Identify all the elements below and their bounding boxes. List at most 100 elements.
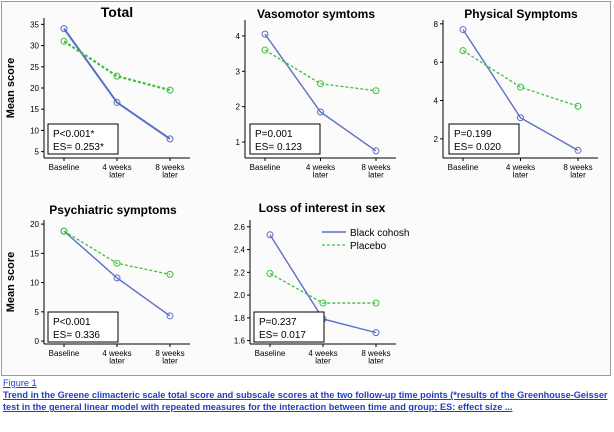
stats-box [249,123,321,155]
y-tick-label: 2.4 [234,246,246,255]
chart-panel-1: Total 5 10 15 20 25 30 35 Baseline 4 weeks later 8 … [5,4,190,180]
effect-size: ES= 0.253* [53,142,104,153]
chart-title: Psychiatric symptoms [49,203,177,217]
y-tick-label: 2.6 [234,223,246,232]
data-point-placebo [60,37,68,45]
y-tick-label: 2.0 [234,291,246,300]
y-tick-label: 15 [30,249,39,258]
p-value: P=0.001 [255,129,293,140]
data-point-black-cohosh [517,114,524,122]
y-tick-label: 2 [236,103,241,112]
chart-panel-3: Physical Symptoms 2 4 6 8 Baseline 4 weeks late… [434,7,598,180]
y-tick-label: 4 [236,32,241,41]
effect-size: ES= 0.336 [53,330,100,341]
series-line-black-cohosh [462,29,579,151]
data-point-placebo [372,87,380,95]
effect-size: ES= 0.017 [259,330,306,341]
legend-label-placebo: Placebo [350,241,387,252]
data-point-black-cohosh [372,147,380,155]
data-point-placebo [459,47,467,55]
data-point-placebo [574,102,582,110]
stats-box [448,123,520,155]
data-point-black-cohosh [317,108,324,116]
x-tick-label: 4 weeks later [306,163,335,180]
data-point-placebo [372,299,380,307]
data-point-placebo [319,299,327,307]
data-point-black-cohosh [261,30,269,38]
x-tick-label: 8 weeks later [361,349,390,366]
x-tick-label: 8 weeks later [361,163,390,180]
series-line-black-cohosh [63,230,171,317]
x-tick-label: 8 weeks later [155,349,184,366]
data-point-black-cohosh [60,25,68,33]
y-tick-label: 1.6 [234,337,246,346]
y-tick-label: 6 [434,58,439,67]
y-tick-label: 15 [30,105,39,114]
data-point-black-cohosh [459,26,467,34]
stats-box [47,123,119,155]
y-tick-label: 2 [434,135,439,144]
p-value: P<0.001 [53,317,91,328]
data-point-placebo [517,83,524,91]
x-tick-label: Baseline [250,163,281,172]
effect-size: ES= 0.123 [255,142,302,153]
y-tick-label: 20 [30,84,39,93]
legend: Black cohosh Placebo [322,228,409,252]
stats-box [253,311,325,343]
y-tick-label: 1 [236,138,241,147]
series-line-black-cohosh [264,33,377,152]
chart-panel-5: Loss of interest in sex 1.6 1.8 2.0 2.2 2.4 2.… [234,201,396,366]
figure-label[interactable]: Figure 1 [3,378,37,388]
series-line-placebo [264,49,377,92]
y-tick-label: 3 [236,67,241,76]
y-tick-label: 0 [35,337,40,346]
chart-title: Physical Symptoms [464,7,578,21]
effect-size: ES= 0.020 [454,142,501,153]
y-tick-label: 25 [30,63,39,72]
data-point-placebo [166,86,174,94]
y-tick-label: 5 [35,148,40,157]
data-point-black-cohosh [574,146,582,154]
y-tick-label: 30 [30,42,39,51]
data-point-placebo [317,80,324,88]
chart-panel-2: Vasomotor symtoms 1 2 3 4 Baseline 4 weeks late… [236,7,396,180]
p-value: P=0.237 [259,317,297,328]
y-tick-label: 5 [35,308,40,317]
data-point-black-cohosh [266,231,274,239]
data-point-placebo [113,72,121,80]
y-tick-label: 2.2 [234,268,246,277]
stats-box [47,311,119,343]
p-value: P=0.199 [454,129,492,140]
y-tick-label: 4 [434,97,439,106]
y-tick-label: 35 [30,20,39,29]
data-point-black-cohosh [113,274,121,282]
x-tick-label: Baseline [448,163,479,172]
data-point-placebo [113,259,121,267]
x-tick-label: 8 weeks later [155,163,184,180]
x-tick-label: 4 weeks later [102,163,131,180]
p-value: P<0.001* [53,129,95,140]
chart-title: Total [101,4,133,20]
data-point-black-cohosh [166,135,174,143]
data-point-black-cohosh [166,312,174,320]
x-tick-label: Baseline [49,163,80,172]
data-point-placebo [266,269,274,277]
series-line-placebo [269,272,376,304]
legend-label-black-cohosh: Black cohosh [350,228,409,239]
y-tick-label: 20 [30,220,39,229]
x-tick-label: Baseline [255,349,286,358]
chart-title: Vasomotor symtoms [257,7,375,21]
chart-panel-4: Psychiatric symptoms 0 5 10 15 20 Baseline 4 we… [5,203,190,366]
y-tick-label: 1.8 [234,314,246,323]
series-line-placebo [63,40,171,92]
x-tick-label: 4 weeks later [102,349,131,366]
data-point-placebo [166,270,174,278]
y-axis-label: Mean score [5,58,17,119]
chart-title: Loss of interest in sex [259,201,386,215]
series-line-placebo [63,230,171,276]
data-point-black-cohosh [113,98,121,106]
figure-caption[interactable]: Figure 1 Trend in the Greene climacteric… [3,377,611,413]
y-tick-label: 10 [30,279,39,288]
caption-text[interactable]: Trend in the Greene climacteric scale to… [3,390,608,412]
